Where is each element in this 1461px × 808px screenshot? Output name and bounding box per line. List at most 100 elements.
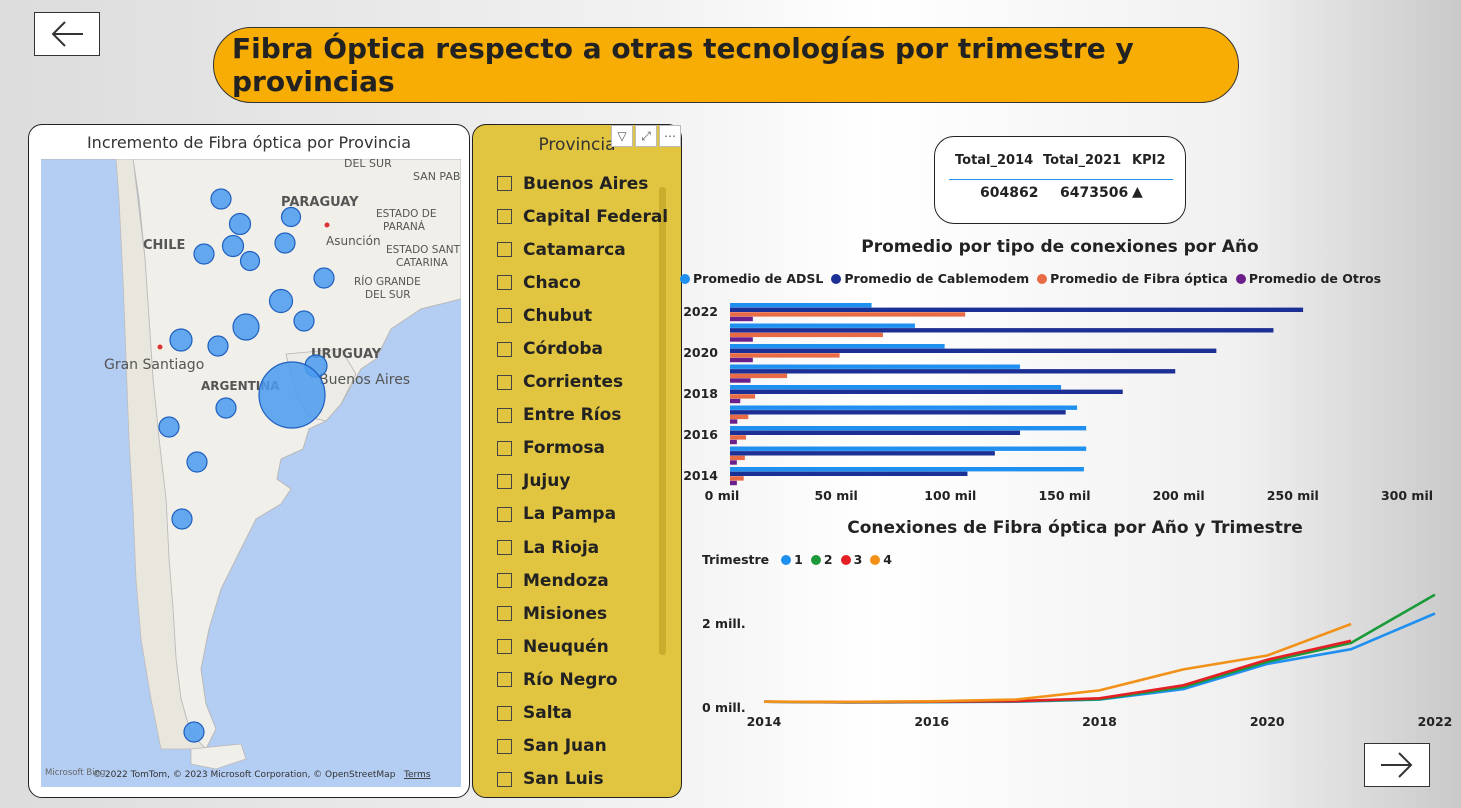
slicer-item[interactable]: Entre Ríos [497, 399, 668, 432]
bar-promedio-de-cablemodem-2017[interactable] [730, 410, 1066, 415]
bar-promedio-de-fibra-óptica-2016[interactable] [730, 435, 746, 440]
slicer-item[interactable]: Córdoba [497, 332, 668, 365]
province-bubble[interactable] [221, 234, 245, 258]
slicer-item[interactable]: Formosa [497, 432, 668, 465]
line-series-trimestre-3[interactable] [763, 639, 1352, 704]
bar-promedio-de-otros-2022[interactable] [730, 316, 753, 322]
province-slicer[interactable]: Provincia ▽ ⤢ ⋯ Buenos Aires Capital Fede… [472, 124, 682, 798]
bar-promedio-de-fibra-óptica-2020[interactable] [730, 353, 840, 358]
slicer-item[interactable]: Neuquén [497, 630, 668, 663]
checkbox[interactable] [497, 242, 512, 258]
slicer-item[interactable]: Catamarca [497, 233, 668, 266]
province-bubble[interactable] [171, 508, 193, 530]
slicer-item[interactable]: Salta [497, 697, 668, 730]
bar-promedio-de-fibra-óptica-2021[interactable] [730, 332, 883, 338]
slicer-item[interactable]: San Luis [497, 763, 668, 796]
checkbox[interactable] [497, 705, 512, 721]
province-bubble[interactable] [210, 188, 232, 210]
slicer-item[interactable]: La Rioja [497, 531, 668, 564]
slicer-item[interactable]: Mendoza [497, 564, 668, 597]
province-bubble-buenos-aires[interactable] [258, 361, 326, 429]
checkbox[interactable] [497, 440, 512, 456]
province-bubble[interactable] [158, 416, 180, 438]
checkbox[interactable] [497, 672, 512, 688]
checkbox[interactable] [497, 738, 512, 754]
bar-promedio-de-cablemodem-2020[interactable] [730, 348, 1217, 353]
slicer-item[interactable]: Capital Federal [497, 200, 668, 233]
checkbox[interactable] [497, 407, 512, 423]
bar-promedio-de-adsl-2019[interactable] [730, 364, 1020, 369]
bar-promedio-de-cablemodem-2021[interactable] [730, 328, 1274, 333]
checkbox[interactable] [497, 506, 512, 522]
back-button[interactable] [34, 12, 100, 56]
bar-promedio-de-adsl-2014[interactable] [730, 467, 1084, 472]
checkbox[interactable] [497, 341, 512, 357]
checkbox[interactable] [497, 176, 512, 192]
line-series-trimestre-2[interactable] [763, 593, 1436, 704]
bar-promedio-de-adsl-2016[interactable] [730, 426, 1087, 431]
province-bubble[interactable] [280, 206, 302, 228]
slicer-item[interactable]: Chaco [497, 266, 668, 299]
bar-promedio-de-cablemodem-2019[interactable] [730, 369, 1176, 374]
legend-label[interactable]: 1 [794, 552, 803, 567]
slicer-item[interactable]: Buenos Aires [497, 167, 668, 200]
province-bubble[interactable] [239, 250, 261, 272]
bar-promedio-de-otros-2018[interactable] [730, 398, 741, 404]
bar-promedio-de-fibra-óptica-2014[interactable] [730, 476, 744, 481]
bar-promedio-de-otros-2017[interactable] [730, 419, 738, 424]
bar-promedio-de-cablemodem-2018[interactable] [730, 389, 1123, 394]
checkbox[interactable] [497, 771, 512, 787]
bar-promedio-de-fibra-óptica-2017[interactable] [730, 414, 749, 420]
bar-promedio-de-adsl-2020[interactable] [730, 344, 945, 349]
bar-promedio-de-fibra-óptica-2022[interactable] [730, 312, 966, 317]
slicer-item[interactable]: San Juan [497, 730, 668, 763]
bar-chart[interactable]: 2014 2016 2018 2020 2022 0 mil 50 mil 100 mil 15… [680, 295, 1450, 510]
legend-label[interactable]: Promedio de Fibra óptica [1050, 271, 1228, 286]
legend-label[interactable]: Promedio de ADSL [693, 271, 824, 286]
filter-icon[interactable]: ▽ [611, 125, 633, 147]
legend-label[interactable]: Promedio de Otros [1248, 271, 1382, 286]
province-bubble[interactable] [268, 288, 294, 314]
bar-promedio-de-otros-2015[interactable] [730, 460, 737, 465]
next-button[interactable] [1364, 743, 1430, 787]
argentina-map[interactable]: DEL SUR SAN PABL PARAGUAY ESTADO DE PARA… [41, 159, 461, 787]
slicer-scrollbar[interactable] [659, 187, 666, 655]
map-terms-link[interactable]: Terms [403, 770, 431, 780]
bar-promedio-de-adsl-2018[interactable] [730, 385, 1062, 390]
checkbox[interactable] [497, 473, 512, 489]
province-bubble[interactable] [169, 328, 193, 352]
checkbox[interactable] [497, 308, 512, 324]
bar-promedio-de-cablemodem-2016[interactable] [730, 430, 1020, 435]
checkbox[interactable] [497, 639, 512, 655]
map-visual[interactable]: Incremento de Fibra óptica por Provincia… [28, 124, 470, 798]
bar-promedio-de-cablemodem-2014[interactable] [730, 471, 968, 476]
bar-promedio-de-fibra-óptica-2018[interactable] [730, 394, 756, 399]
more-options-icon[interactable]: ⋯ [659, 125, 681, 147]
province-bubble[interactable] [293, 310, 315, 332]
slicer-item[interactable]: Misiones [497, 597, 668, 630]
slicer-item[interactable]: Chubut [497, 299, 668, 332]
slicer-item[interactable]: Corrientes [497, 366, 668, 399]
bar-promedio-de-adsl-2017[interactable] [730, 405, 1078, 410]
legend-label[interactable]: 3 [853, 552, 863, 567]
province-bubble[interactable] [193, 243, 215, 265]
bar-promedio-de-cablemodem-2015[interactable] [730, 451, 995, 456]
province-bubble[interactable] [207, 335, 229, 357]
bar-promedio-de-otros-2020[interactable] [730, 357, 753, 363]
bar-promedio-de-adsl-2015[interactable] [730, 446, 1087, 451]
bar-promedio-de-adsl-2021[interactable] [730, 323, 915, 328]
bar-promedio-de-cablemodem-2022[interactable] [730, 307, 1304, 312]
bar-promedio-de-otros-2014[interactable] [730, 480, 737, 486]
checkbox[interactable] [497, 374, 512, 390]
bar-promedio-de-otros-2019[interactable] [730, 378, 751, 383]
bar-promedio-de-fibra-óptica-2015[interactable] [730, 455, 745, 461]
legend-label[interactable]: Promedio de Cablemodem [844, 271, 1030, 286]
checkbox[interactable] [497, 209, 512, 225]
line-series-trimestre-4[interactable] [763, 622, 1352, 704]
province-bubble[interactable] [228, 212, 252, 236]
legend-label[interactable]: 4 [883, 552, 892, 567]
province-bubble[interactable] [313, 267, 335, 289]
bar-promedio-de-otros-2016[interactable] [730, 439, 737, 445]
checkbox[interactable] [497, 606, 512, 622]
line-chart[interactable]: 0 mill. 2 mill. 2014 2016 2018 2020 2022 [680, 575, 1455, 735]
